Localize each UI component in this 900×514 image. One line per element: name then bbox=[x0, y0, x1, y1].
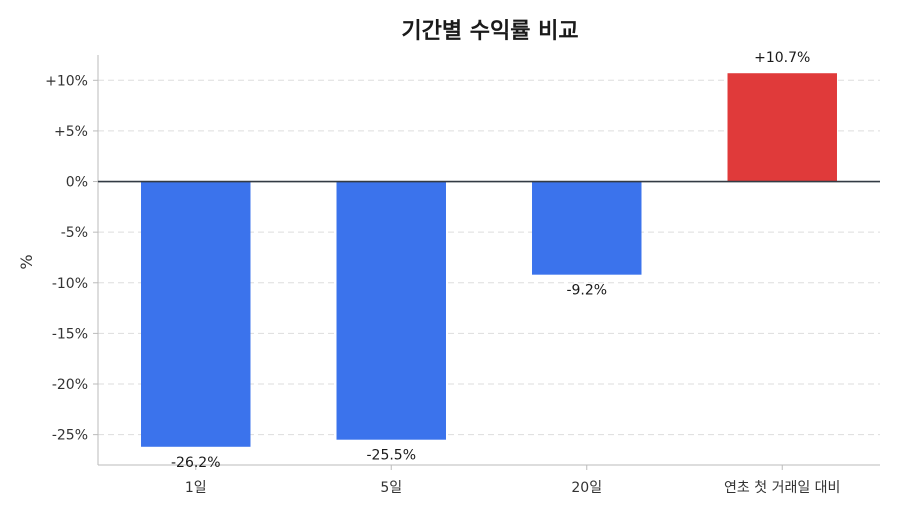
x-tick-label: 20일 bbox=[571, 480, 602, 496]
y-axis-label: % bbox=[17, 254, 36, 269]
y-tick-label: -25% bbox=[52, 428, 88, 444]
bar bbox=[532, 181, 642, 275]
y-tick-label: -20% bbox=[52, 377, 88, 393]
x-tick-label: 5일 bbox=[380, 480, 402, 496]
y-tick-label: -15% bbox=[52, 326, 88, 342]
data-label: -25.5% bbox=[366, 448, 416, 464]
y-ticks: +10% +5% 0% -5% -10% -15% -20% -25% bbox=[45, 73, 98, 444]
chart-title: 기간별 수익률 비교 bbox=[401, 19, 578, 44]
bar bbox=[336, 181, 446, 440]
x-tick-label: 연초 첫 거래일 대비 bbox=[724, 480, 840, 496]
data-label: -26.2% bbox=[171, 455, 221, 471]
y-tick-label: +10% bbox=[45, 73, 88, 89]
y-tick-label: +5% bbox=[54, 124, 88, 140]
bar bbox=[141, 181, 251, 447]
x-ticks: 1일 5일 20일 연초 첫 거래일 대비 bbox=[185, 465, 840, 496]
bars bbox=[141, 73, 837, 447]
bar bbox=[727, 73, 837, 182]
axes bbox=[97, 55, 880, 466]
y-tick-label: 0% bbox=[66, 175, 88, 191]
data-label: +10.7% bbox=[754, 50, 810, 66]
data-labels: -26.2% -25.5% -9.2% +10.7% bbox=[171, 50, 810, 471]
x-tick-label: 1일 bbox=[185, 480, 207, 496]
y-tick-label: -5% bbox=[61, 225, 88, 241]
y-tick-label: -10% bbox=[52, 276, 88, 292]
data-label: -9.2% bbox=[566, 283, 607, 299]
